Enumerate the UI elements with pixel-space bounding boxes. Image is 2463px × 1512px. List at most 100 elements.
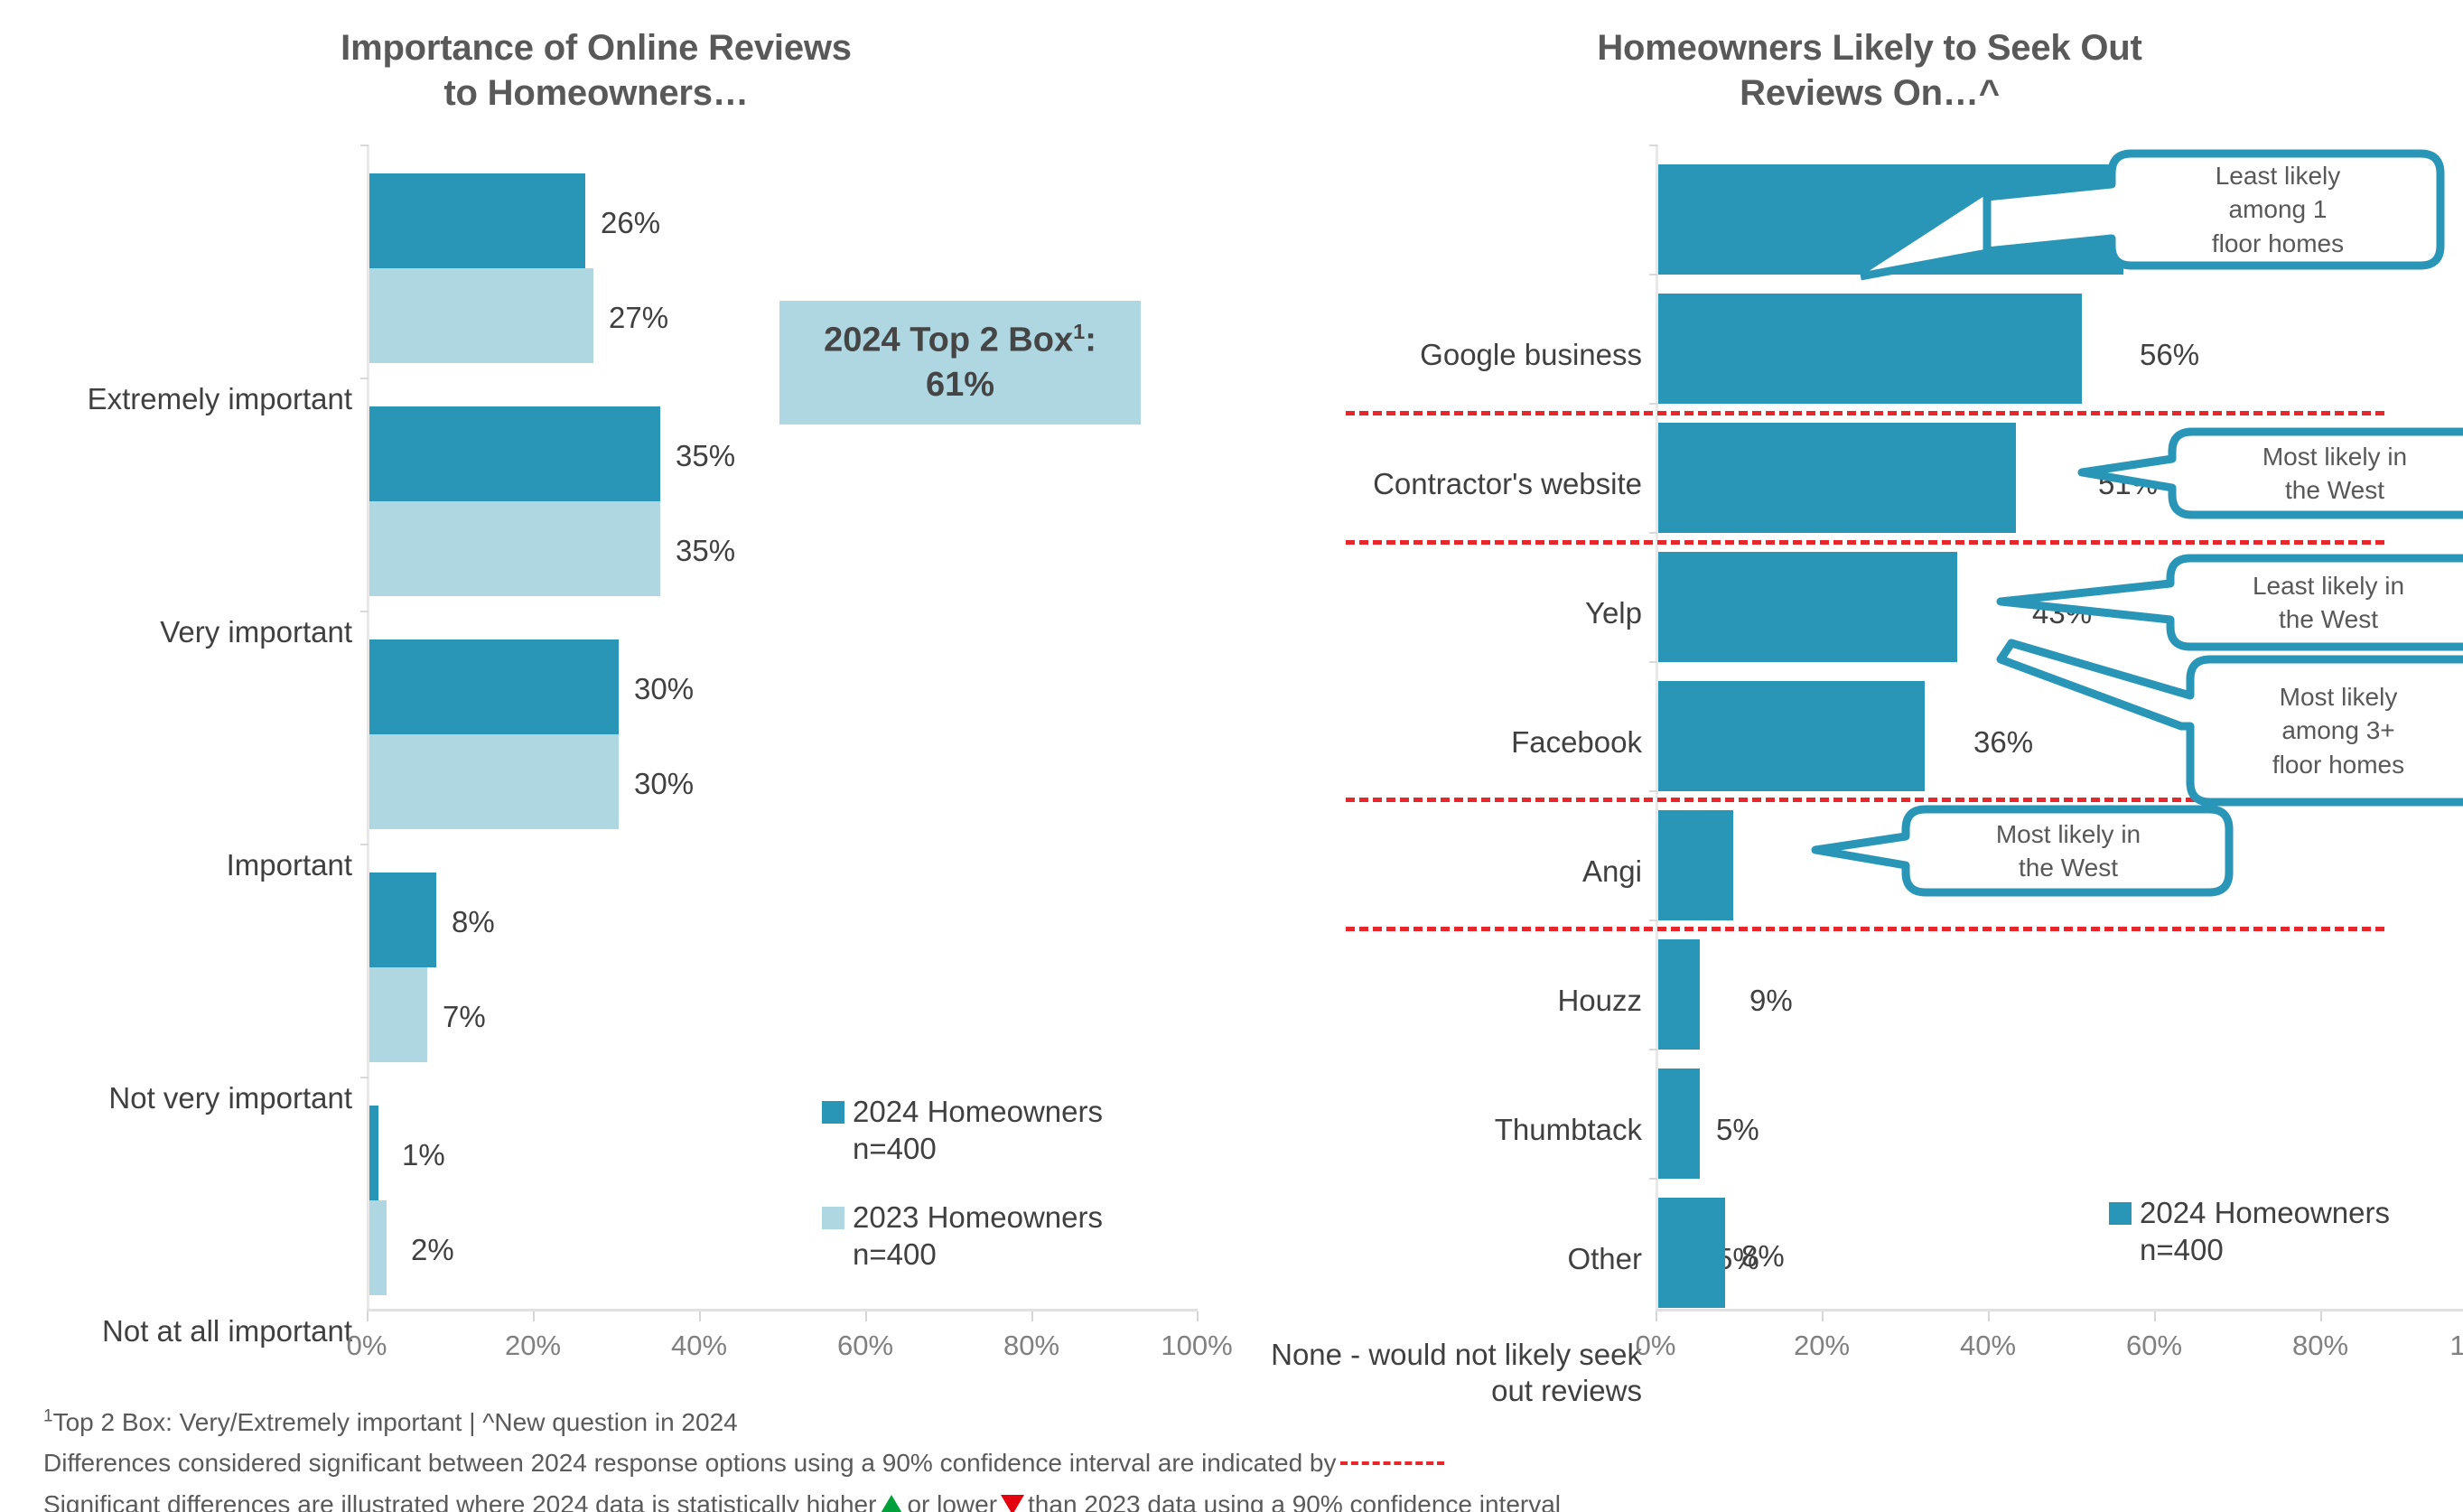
left-bar-2024[interactable]	[369, 639, 619, 734]
right-chart-title-line2: Reviews On…^	[1740, 73, 2000, 114]
legend-label: 2024 Homeowners n=400	[853, 1095, 1103, 1166]
left-bar-2024[interactable]	[369, 406, 660, 501]
right-y-tick	[1649, 661, 1657, 663]
callout-text: Most likely in the West	[2262, 442, 2408, 504]
right-bar-label: 56%	[2140, 338, 2200, 371]
left-bar-2024[interactable]	[369, 873, 436, 967]
right-x-axis-line	[1656, 1309, 2463, 1311]
left-x-tick-label: 80%	[1003, 1330, 1060, 1361]
right-bar-2024[interactable]	[1658, 939, 1700, 1050]
left-bar-2023[interactable]	[369, 967, 427, 1062]
left-category-label: Not at all important	[102, 1314, 352, 1348]
left-x-axis-line	[367, 1309, 1198, 1311]
left-y-tick	[360, 611, 369, 612]
left-bar-2023[interactable]	[369, 268, 593, 363]
left-bar-label-2024: 8%	[452, 905, 495, 938]
right-category-label: Google business	[1420, 338, 1642, 371]
legend-item-2024[interactable]: 2024 Homeowners n=400	[822, 1093, 1183, 1168]
left-bar-label-2023: 35%	[676, 534, 736, 567]
footnote-line-3: Significant differences are illustrated …	[43, 1484, 2428, 1512]
left-chart-legend: 2024 Homeowners n=400 2023 Homeowners n=…	[822, 1093, 1183, 1280]
left-bar-label-2023: 7%	[443, 1000, 486, 1033]
right-chart-legend: 2024 Homeowners n=400	[2109, 1194, 2463, 1276]
right-category-label: Angi	[1581, 854, 1642, 888]
left-x-tickmark	[1197, 1311, 1199, 1321]
left-y-tick	[360, 378, 369, 379]
right-y-tick	[1649, 1178, 1657, 1180]
right-x-tick-label: 80%	[2291, 1330, 2349, 1361]
triangle-up-icon	[880, 1495, 904, 1512]
legend-label: 2023 Homeowners n=400	[853, 1199, 1103, 1271]
right-bar-2024[interactable]	[1658, 1069, 1700, 1179]
left-x-tickmark	[533, 1311, 535, 1321]
right-y-axis-line	[1656, 145, 1658, 1310]
callout-text: Most likely in the West	[1995, 819, 2141, 882]
left-bar-2024[interactable]	[369, 173, 585, 268]
left-chart-title-line2: to Homeowners…	[443, 73, 749, 114]
right-bar-2024[interactable]	[1658, 1198, 1725, 1308]
left-x-tickmark	[1031, 1311, 1033, 1321]
legend-label: 2024 Homeowners n=400	[2140, 1196, 2390, 1267]
left-category-label: Not very important	[108, 1081, 352, 1115]
left-bar-2023[interactable]	[369, 501, 660, 596]
right-x-tickmark	[1822, 1311, 1824, 1321]
legend-swatch-icon	[2109, 1202, 2132, 1225]
callout-text: Least likely in the West	[2252, 571, 2405, 633]
right-bar-label: 36%	[1973, 725, 2034, 759]
callout-facebook-least: Least likely in the West	[1996, 549, 2463, 658]
right-category-label: Yelp	[1584, 596, 1642, 630]
right-bar-2024[interactable]	[1658, 423, 2016, 533]
right-x-tick-label: 60%	[2125, 1330, 2183, 1361]
left-x-tick-label: 40%	[670, 1330, 728, 1361]
left-bar-2023[interactable]	[369, 1200, 387, 1295]
left-chart-plot: Extremely important Very important Impor…	[0, 135, 1233, 1361]
callout-text: Most likely among 3+ floor homes	[2272, 683, 2405, 779]
left-bar-label-2023: 2%	[411, 1233, 454, 1266]
top-2-box-callout: 2024 Top 2 Box1: 61%	[779, 301, 1141, 425]
right-x-tickmark	[1988, 1311, 1990, 1321]
legend-swatch-icon	[822, 1206, 844, 1229]
right-x-tickmark	[2320, 1311, 2322, 1321]
footnote-line-2: Differences considered significant betwe…	[43, 1442, 2428, 1483]
top-2-box-label: 2024 Top 2 Box1:	[824, 319, 1096, 359]
left-bar-2024[interactable]	[369, 1106, 378, 1200]
left-x-tick-label: 20%	[504, 1330, 562, 1361]
callout-bubble-shape	[1860, 149, 2445, 281]
left-chart-title-line1: Importance of Online Reviews	[341, 28, 852, 68]
left-x-tickmark	[865, 1311, 867, 1321]
significance-separator	[1346, 798, 2384, 802]
left-chart-title: Importance of Online Reviews to Homeowne…	[163, 25, 1030, 117]
right-chart-title: Homeowners Likely to Seek Out Reviews On…	[1436, 25, 2303, 117]
right-chart-title-line1: Homeowners Likely to Seek Out	[1597, 28, 2142, 68]
callout-bubble-shape	[2077, 427, 2463, 519]
right-x-tickmark	[2154, 1311, 2156, 1321]
footnotes-block: 1Top 2 Box: Very/Extremely important | ^…	[43, 1402, 2428, 1512]
significance-separator	[1346, 411, 2384, 415]
right-bar-2024[interactable]	[1658, 810, 1733, 920]
right-category-label: Facebook	[1511, 725, 1642, 759]
left-x-tick-label: 0%	[346, 1330, 387, 1361]
callout-bubble-shape	[1996, 554, 2463, 651]
left-bar-label-2024: 30%	[634, 672, 695, 705]
legend-item-2024[interactable]: 2024 Homeowners n=400	[2109, 1194, 2463, 1269]
right-y-tick	[1649, 532, 1657, 534]
footnote-line-1: 1Top 2 Box: Very/Extremely important | ^…	[43, 1406, 738, 1436]
left-x-tickmark	[699, 1311, 701, 1321]
right-bar-2024[interactable]	[1658, 294, 2082, 404]
significance-dash-icon	[1339, 1461, 1444, 1465]
right-category-label: Contractor's website	[1373, 467, 1642, 500]
right-y-tick	[1649, 403, 1657, 405]
left-x-tickmark	[367, 1311, 369, 1321]
significance-separator	[1346, 927, 2384, 931]
right-bar-2024[interactable]	[1658, 552, 1957, 662]
triangle-down-icon	[1001, 1495, 1025, 1512]
legend-item-2023[interactable]: 2023 Homeowners n=400	[822, 1199, 1183, 1274]
right-bar-2024[interactable]	[1658, 681, 1925, 791]
right-x-tickmark	[1656, 1311, 1657, 1321]
right-bar-label: 5%	[1716, 1113, 1759, 1146]
right-y-tick	[1649, 790, 1657, 792]
left-bar-2023[interactable]	[369, 734, 619, 829]
left-category-label: Very important	[160, 615, 352, 649]
callout-google-business: Least likely among 1 floor homes	[1860, 145, 2445, 281]
